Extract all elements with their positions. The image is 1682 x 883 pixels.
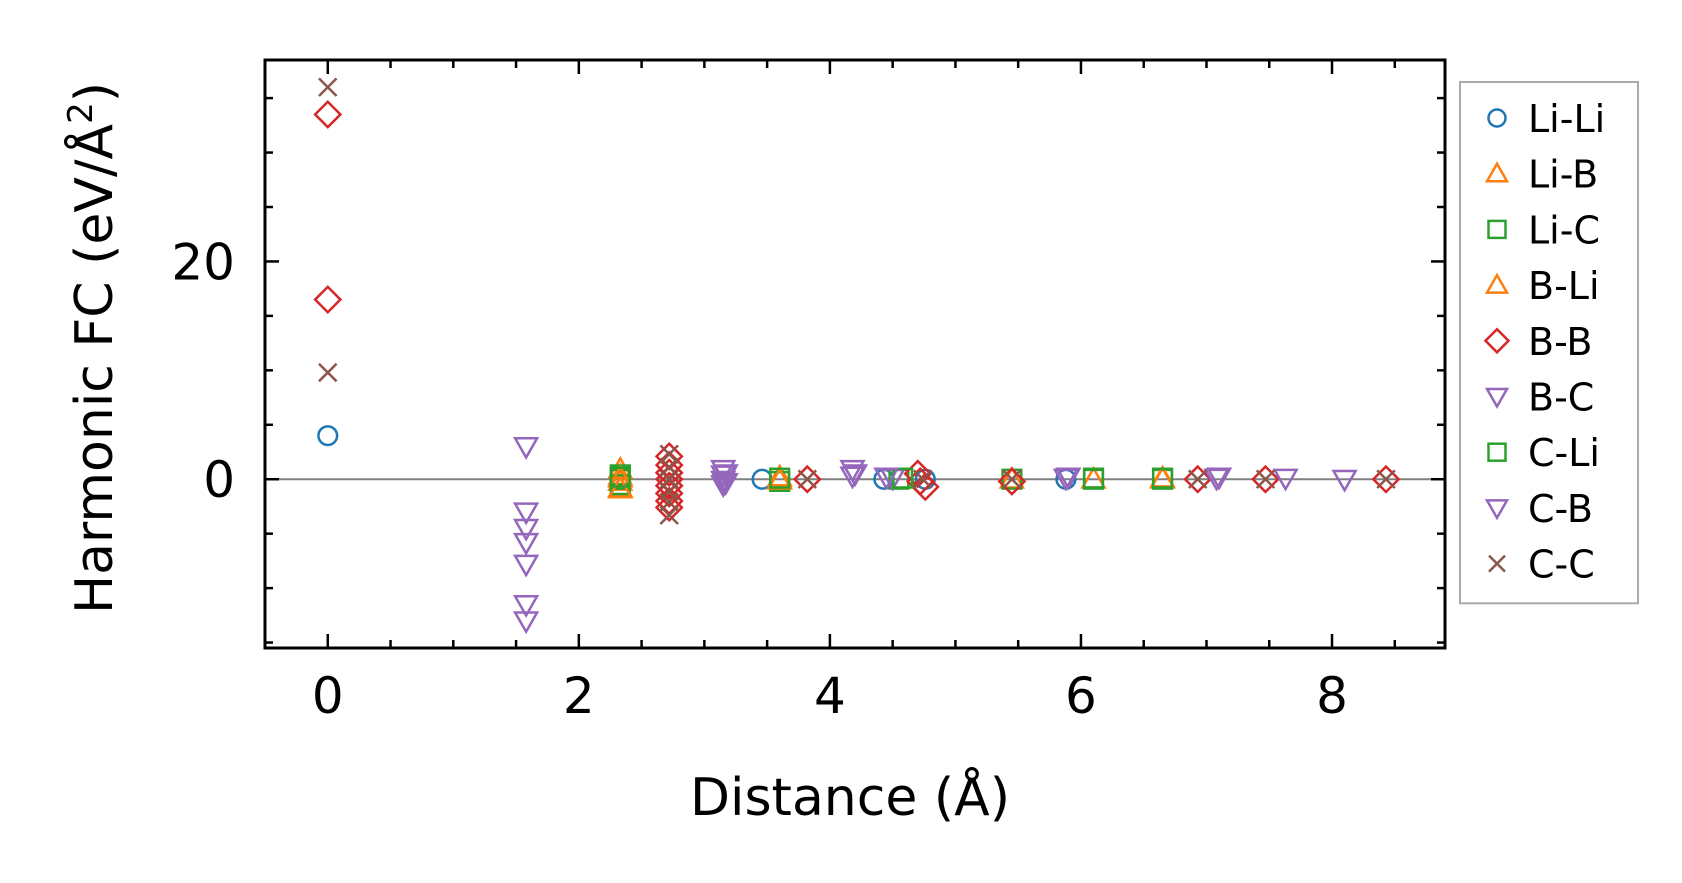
data-point-li-li [317,425,339,447]
x-tick-label: 2 [563,667,595,725]
data-point-b-b [654,458,684,488]
data-point-c-c [318,77,338,97]
y-axis-title-main: Harmonic FC (eV/Å [63,123,125,614]
data-point-b-b [792,464,822,494]
legend-label-c-li: C-Li [1528,431,1600,475]
data-point-b-c [512,554,540,578]
legend-marker-li-b [1484,161,1510,183]
legend-marker-c-c [1488,554,1506,573]
legend-label-li-c: Li-C [1528,208,1600,252]
data-point-b-c [512,437,540,461]
x-tick-label: 4 [814,667,846,725]
legend: Li-Li Li-B Li-C B-Li B-B B-C C-Li C-B C-C [1459,81,1639,605]
y-axis-title: Harmonic FC (eV/Å2) [61,82,125,614]
legend-label-b-b: B-B [1528,320,1593,364]
legend-marker-b-c [1484,387,1510,410]
data-point-c-c [1255,469,1276,489]
data-point-c-c [659,505,679,525]
data-point-c-li [609,466,631,488]
data-point-b-b [1251,464,1280,494]
legend-marker-b-b [1483,327,1511,355]
data-point-c-b [712,472,739,497]
x-tick-label: 6 [1065,667,1097,725]
data-point-b-c [512,594,540,618]
legend-marker-b-li [1484,272,1510,294]
x-tick-label: 8 [1316,667,1348,725]
data-point-li-b [766,463,793,487]
data-point-b-b [997,466,1027,496]
data-point-b-c [512,518,540,542]
data-point-c-c [318,362,338,383]
data-point-b-li [607,475,634,499]
legend-box [1459,81,1639,605]
legend-marker-li-c [1487,219,1507,240]
data-point-c-li [1082,467,1105,489]
y-tick-label: 20 [171,233,235,291]
data-point-c-b [1205,467,1233,491]
x-tick-label: 0 [312,667,344,725]
data-point-b-b [910,472,940,502]
data-point-b-c [1331,469,1358,493]
data-point-c-b [841,464,869,488]
legend-label-li-b: Li-B [1528,153,1598,197]
axes-frame [263,58,1447,650]
legend-label-c-b: C-B [1528,487,1593,531]
data-point-b-b [654,493,684,522]
legend-marker-li-li [1487,108,1507,128]
y-axis-title-superscript: 2 [61,102,101,124]
data-point-c-c [913,469,933,489]
data-markers [313,77,1401,635]
legend-label-li-li: Li-Li [1528,97,1605,141]
data-point-b-b [654,478,684,508]
y-axis-title-close: ) [65,82,125,102]
axis-ticks [263,60,1445,648]
data-point-c-c [1188,469,1208,489]
data-point-c-b [1055,467,1082,491]
y-tick-label: 0 [203,451,235,509]
data-point-b-b [313,285,343,314]
legend-marker-c-b [1484,499,1510,521]
data-point-b-b [313,100,343,129]
data-point-c-c [797,469,817,489]
data-point-b-c [512,502,540,526]
data-point-c-li [769,467,791,489]
data-point-b-c [512,611,540,635]
data-point-c-li [1151,467,1174,489]
data-point-c-c [1376,469,1396,489]
data-point-b-b [654,471,684,501]
data-point-b-b [1371,464,1401,494]
x-axis-title: Distance (Å) [690,766,1010,828]
legend-label-b-c: B-C [1528,376,1594,420]
data-point-c-b [873,467,900,491]
data-point-b-c [1272,468,1299,492]
data-point-b-c [512,532,540,556]
legend-label-c-c: C-C [1528,543,1595,587]
plot-area: 0 2 4 6 8 0 20 [171,58,1447,725]
data-point-b-b [1183,464,1213,494]
legend-marker-c-li [1487,442,1507,462]
legend-label-b-li: B-Li [1528,264,1600,308]
data-point-c-c [1002,469,1022,489]
tick-labels: 0 2 4 6 8 0 20 [171,233,1348,725]
